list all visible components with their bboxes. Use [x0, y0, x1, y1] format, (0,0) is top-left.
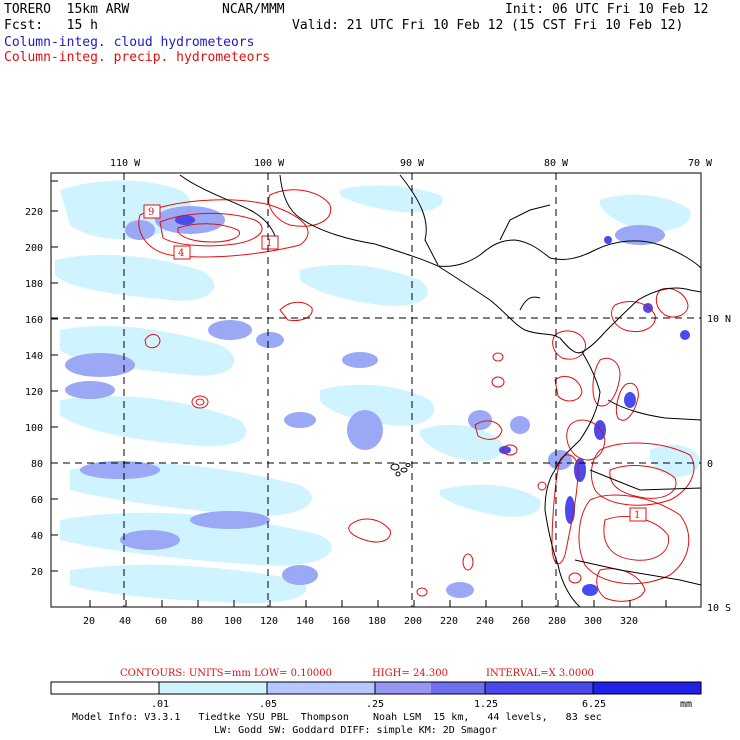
model-info-line1: Model Info: V3.3.1 Tiedtke YSU PBL Thomp… — [72, 712, 602, 723]
x-tick-label: 140 — [296, 616, 314, 627]
lat-label: 0 — [707, 459, 713, 470]
contour-label-boxes: 9 4 1 1 — [143, 204, 647, 522]
y-tick-label: 200 — [25, 243, 43, 254]
y-tick-label: 180 — [25, 279, 43, 290]
contour-label: 1 — [634, 510, 640, 521]
field-cloud-label: Column-integ. cloud hydrometeors — [4, 35, 255, 50]
field-precip-label: Column-integ. precip. hydrometeors — [4, 50, 271, 65]
y-tick-label: 80 — [31, 459, 43, 470]
x-tick-label: 280 — [548, 616, 566, 627]
longitude-labels: 110 W 100 W 90 W 80 W 70 W — [110, 158, 713, 169]
colorbar-label: 1.25 — [474, 699, 498, 710]
y-tick-label: 40 — [31, 531, 43, 542]
lon-label: 70 W — [688, 158, 713, 169]
x-tick-label: 40 — [119, 616, 131, 627]
y-tick-label: 140 — [25, 351, 43, 362]
x-tick-label: 260 — [512, 616, 530, 627]
shaded-fields — [55, 180, 700, 604]
colorbar: .01 .05 .25 1.25 6.25 mm — [50, 681, 702, 710]
init-time: Init: 06 UTC Fri 10 Feb 12 — [505, 2, 709, 17]
x-tick-label: 240 — [476, 616, 494, 627]
model-name: TORERO 15km ARW — [4, 2, 130, 17]
x-tick-label: 220 — [440, 616, 458, 627]
contour-label: 4 — [178, 248, 184, 259]
axis-ticks — [51, 180, 667, 607]
x-tick-label: 60 — [155, 616, 167, 627]
contour-interval: INTERVAL=X 3.0000 — [486, 668, 594, 679]
y-tick-label: 120 — [25, 387, 43, 398]
y-tick-label: 160 — [25, 315, 43, 326]
contour-high: HIGH= 24.300 — [372, 668, 448, 679]
x-tick-label: 80 — [191, 616, 203, 627]
contour-units: CONTOURS: UNITS=mm LOW= 0.10000 — [120, 668, 332, 679]
colorbar-swatch — [159, 682, 267, 694]
model-info-line2: LW: Godd SW: Goddard DIFF: simple KM: 2D… — [214, 725, 497, 736]
contour-label: 1 — [266, 238, 272, 249]
colorbar-swatch — [593, 682, 701, 694]
cloud-dense-cells — [175, 215, 690, 596]
lon-label: 110 W — [110, 158, 141, 169]
x-tick-label: 200 — [404, 616, 422, 627]
galapagos-islands — [390, 463, 411, 477]
lon-label: 80 W — [544, 158, 569, 169]
colorbar-swatch — [485, 682, 593, 694]
contour-label: 9 — [148, 207, 154, 218]
x-tick-label: 160 — [332, 616, 350, 627]
colorbar-swatch — [267, 682, 375, 694]
y-index-labels: 20 40 60 80 100 120 140 160 180 200 220 — [25, 207, 43, 578]
lon-label: 100 W — [254, 158, 285, 169]
colorbar-swatch — [431, 682, 485, 694]
y-tick-label: 220 — [25, 207, 43, 218]
coastlines — [179, 174, 701, 607]
lat-label: 10 S — [707, 603, 731, 614]
latitude-labels: 10 N 0 10 S — [707, 314, 731, 614]
x-index-labels: 20 40 60 80 100 120 140 160 180 200 220 … — [83, 616, 638, 627]
x-tick-label: 300 — [584, 616, 602, 627]
colorbar-label: 6.25 — [582, 699, 606, 710]
colorbar-label: .05 — [259, 699, 277, 710]
plot-frame — [50, 172, 702, 608]
x-tick-label: 20 — [83, 616, 95, 627]
x-tick-label: 320 — [620, 616, 638, 627]
x-tick-label: 100 — [224, 616, 242, 627]
y-tick-label: 20 — [31, 567, 43, 578]
colorbar-swatch — [51, 682, 159, 694]
x-tick-label: 120 — [260, 616, 278, 627]
x-tick-label: 180 — [368, 616, 386, 627]
lon-label: 90 W — [400, 158, 425, 169]
forecast-hour: Fcst: 15 h — [4, 18, 98, 33]
y-tick-label: 60 — [31, 495, 43, 506]
valid-time: Valid: 21 UTC Fri 10 Feb 12 (15 CST Fri … — [292, 18, 684, 33]
precip-contours — [138, 189, 695, 602]
center-name: NCAR/MMM — [222, 2, 285, 17]
colorbar-label: .25 — [366, 699, 384, 710]
y-tick-label: 100 — [25, 423, 43, 434]
lat-label: 10 N — [707, 314, 731, 325]
latlon-gridlines — [51, 173, 701, 607]
colorbar-unit: mm — [680, 699, 692, 710]
colorbar-label: .01 — [151, 699, 169, 710]
colorbar-swatch — [375, 682, 431, 694]
